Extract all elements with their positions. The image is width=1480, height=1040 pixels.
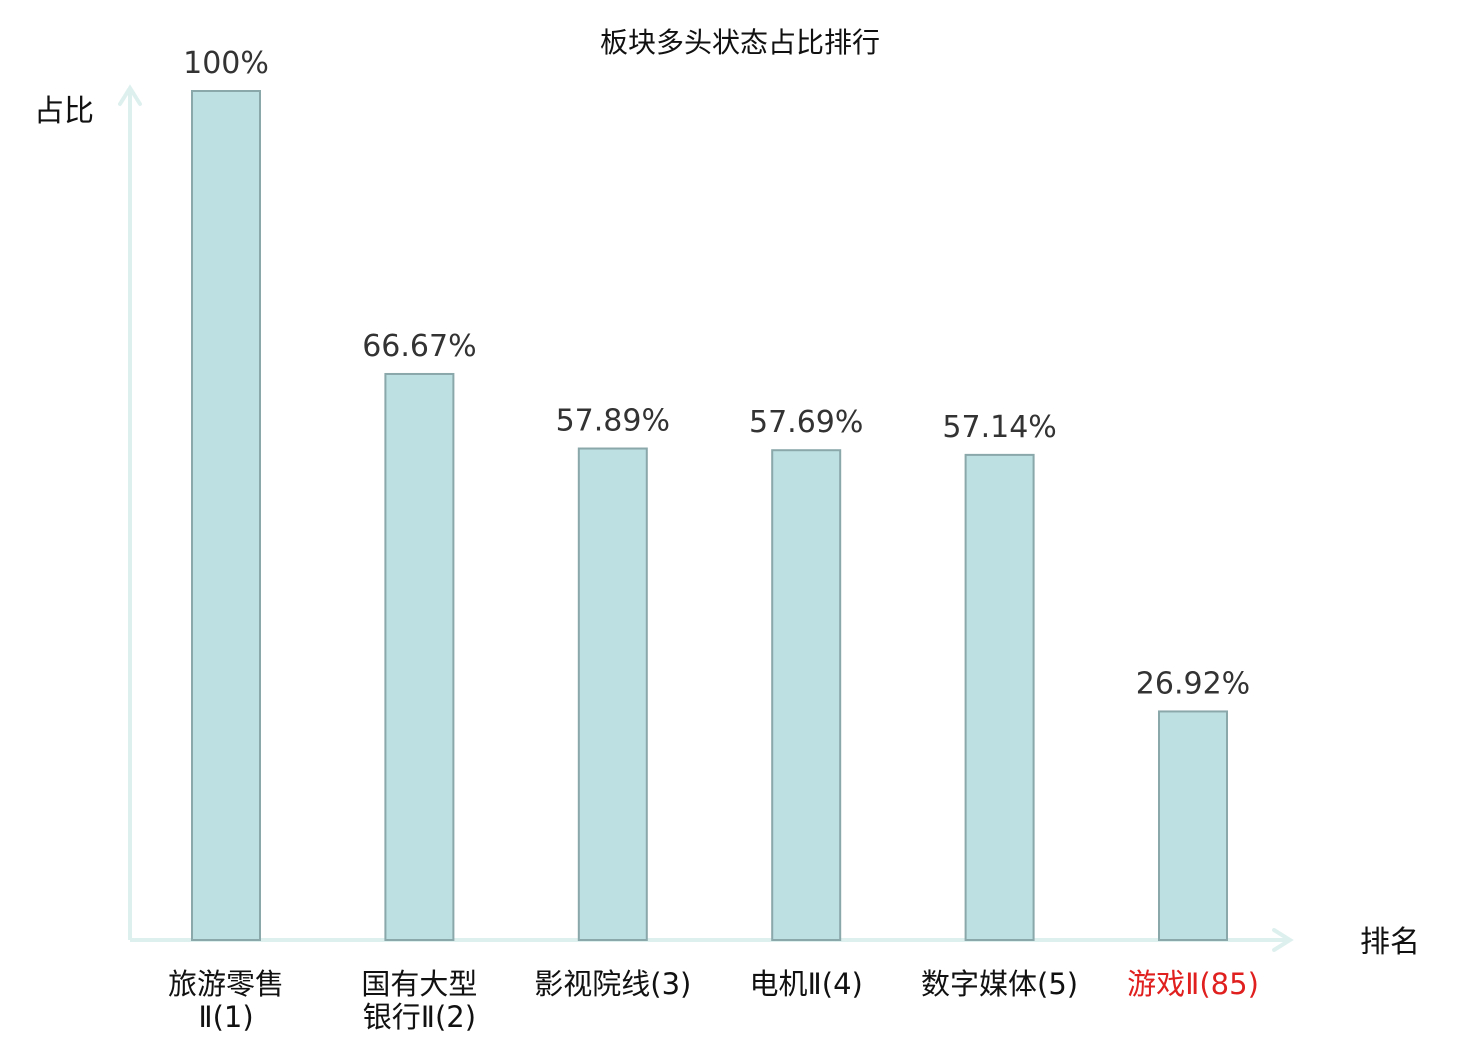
bar-6 xyxy=(1158,710,1228,942)
value-label-3: 57.89% xyxy=(556,404,670,439)
tick-label-line: 旅游零售 xyxy=(168,967,284,1001)
value-label-4: 57.69% xyxy=(749,405,863,440)
tick-label-line: 数字媒体(5) xyxy=(921,967,1078,1001)
tick-label-3: 影视院线(3) xyxy=(534,967,691,1001)
tick-label-line: 影视院线(3) xyxy=(534,967,691,1001)
y-axis-arrow xyxy=(118,84,142,106)
y-axis-label: 占比 xyxy=(34,94,94,129)
tick-label-4: 电机Ⅱ(4) xyxy=(750,967,863,1001)
bar-1 xyxy=(191,90,261,941)
value-label-1: 100% xyxy=(183,46,269,81)
bar-2 xyxy=(384,372,455,942)
x-axis-label: 排名 xyxy=(1360,925,1420,960)
bar-5 xyxy=(964,453,1035,941)
tick-label-line: 银行Ⅱ(2) xyxy=(363,1000,476,1034)
tick-labels-group: 旅游零售 Ⅱ(1) 国有大型银行Ⅱ(2) 影视院线(3) 电机Ⅱ(4) 数字媒体(5) 游戏… xyxy=(168,967,1259,1034)
tick-label-line: 国有大型 xyxy=(361,967,477,1001)
bars-group xyxy=(191,90,1228,942)
tick-label-2: 国有大型银行Ⅱ(2) xyxy=(361,967,477,1034)
x-axis-arrow xyxy=(1272,928,1294,952)
tick-label-line: 电机Ⅱ(4) xyxy=(750,967,863,1001)
tick-label-1: 旅游零售 Ⅱ(1) xyxy=(168,967,284,1034)
value-label-2: 66.67% xyxy=(362,329,476,364)
value-labels-group: 100% 66.67% 57.89% 57.69% 57.14% 26.92% xyxy=(183,46,1250,701)
tick-label-line: 游戏Ⅱ(85) xyxy=(1127,967,1259,1001)
value-label-5: 57.14% xyxy=(942,410,1056,445)
chart-title: 板块多头状态占比排行 xyxy=(600,26,880,59)
tick-label-6: 游戏Ⅱ(85) xyxy=(1127,967,1259,1001)
axes xyxy=(118,84,1294,952)
tick-label-5: 数字媒体(5) xyxy=(921,967,1078,1001)
tick-label-line: Ⅱ(1) xyxy=(198,1000,253,1034)
value-label-6: 26.92% xyxy=(1136,666,1250,701)
bar-3 xyxy=(577,447,648,941)
bar-4 xyxy=(771,449,842,941)
